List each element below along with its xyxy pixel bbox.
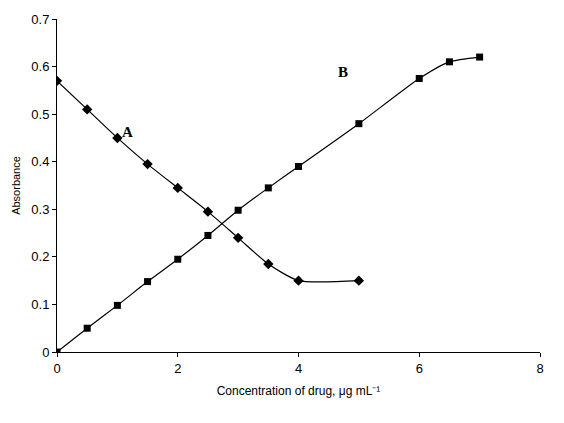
svg-text:0.7: 0.7 bbox=[31, 12, 49, 27]
svg-text:0.2: 0.2 bbox=[31, 249, 49, 264]
svg-text:2: 2 bbox=[174, 361, 181, 376]
svg-text:4: 4 bbox=[295, 361, 302, 376]
svg-text:8: 8 bbox=[536, 361, 543, 376]
svg-text:Concentration of drug, μg mL⁻¹: Concentration of drug, μg mL⁻¹ bbox=[217, 384, 381, 398]
svg-text:A: A bbox=[122, 124, 133, 140]
svg-text:0.3: 0.3 bbox=[31, 202, 49, 217]
svg-text:0.5: 0.5 bbox=[31, 107, 49, 122]
svg-text:0.6: 0.6 bbox=[31, 59, 49, 74]
svg-text:0: 0 bbox=[42, 345, 49, 360]
svg-text:0.4: 0.4 bbox=[31, 154, 49, 169]
svg-text:6: 6 bbox=[416, 361, 423, 376]
svg-text:0: 0 bbox=[53, 361, 60, 376]
svg-text:B: B bbox=[338, 64, 348, 80]
svg-text:Absorbance: Absorbance bbox=[10, 156, 22, 215]
svg-text:0.1: 0.1 bbox=[31, 297, 49, 312]
